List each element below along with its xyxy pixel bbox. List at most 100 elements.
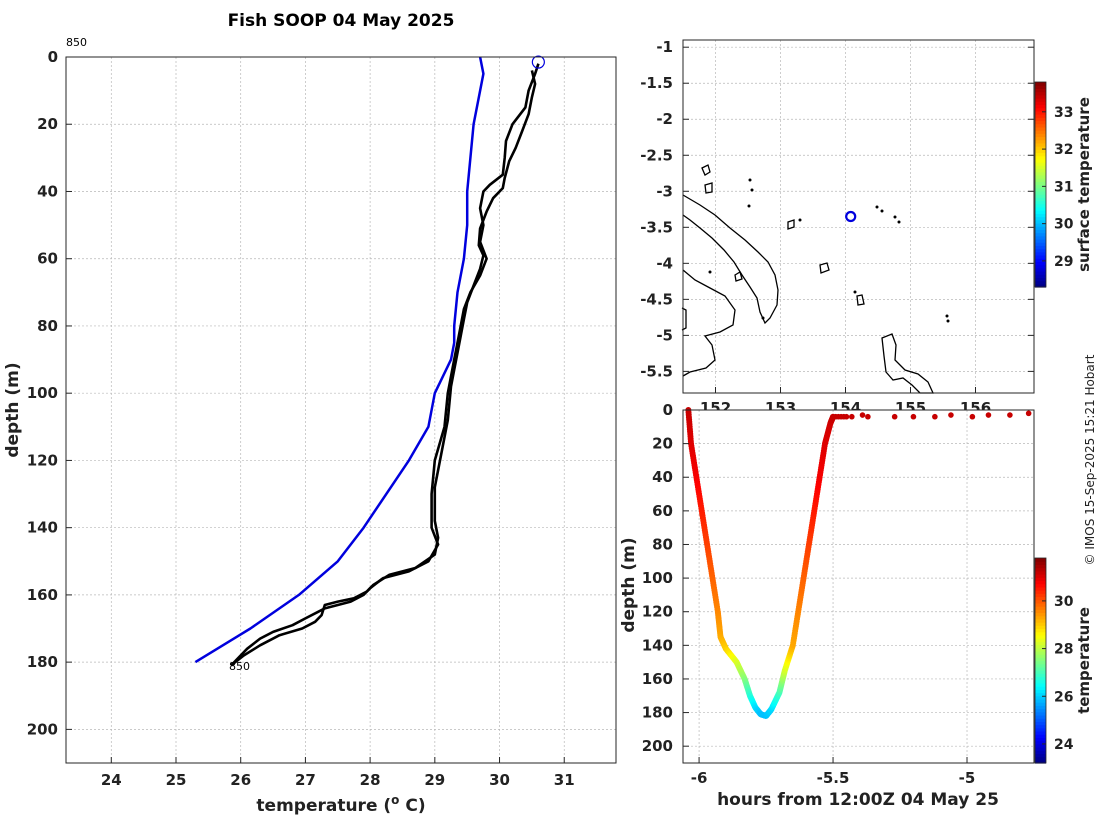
y-tick-label: 0 [48, 48, 58, 66]
islet [750, 188, 754, 192]
colorbar-tick-label: 31 [1054, 179, 1073, 195]
colorbar-segment [1035, 634, 1046, 639]
y-tick-label: 40 [37, 182, 58, 200]
y-tick-label: 20 [37, 115, 58, 133]
track-y-tick-label: 200 [642, 737, 673, 755]
map-y-tick-label: -3 [656, 182, 673, 200]
islet [853, 290, 857, 294]
colorbar-segment [1035, 258, 1046, 262]
coastline-island-g [681, 307, 687, 331]
y-tick-label: 60 [37, 250, 58, 268]
colorbar-segment [1035, 638, 1046, 642]
colorbar-segment [1035, 184, 1046, 189]
track-points [685, 407, 1032, 719]
map-y-tick-label: -2.5 [640, 146, 673, 164]
coastline-island-d [787, 219, 795, 230]
colorbar-segment [1035, 178, 1046, 182]
surface-point [891, 413, 898, 420]
colorbar-segment [1035, 654, 1046, 658]
colorbar-segment [1035, 689, 1046, 694]
colorbar-segment [1035, 759, 1046, 764]
colorbar-segment [1035, 756, 1046, 761]
colorbar-segment [1035, 226, 1046, 230]
colorbar-tick-label: 30 [1054, 217, 1074, 233]
surface-point [865, 413, 871, 420]
colorbar-segment [1035, 657, 1046, 662]
islet [946, 319, 950, 323]
colorbar-segment [1035, 743, 1046, 748]
series-climatology [194, 56, 485, 664]
profile-panel: Fish SOOP 04 May 2025 24 25 26 27 28 29 30 3102… [3, 11, 617, 816]
colorbar-segment [1035, 641, 1046, 646]
colorbar-segment [1035, 146, 1046, 150]
colorbar-segment [1035, 203, 1046, 208]
colorbar-segment [1035, 686, 1046, 690]
colorbar-segment [1035, 210, 1046, 214]
map-coastlines [681, 164, 935, 394]
profile-x-label: temperature (o C) [256, 793, 425, 816]
islet [761, 316, 765, 320]
y-tick-label: 120 [27, 451, 58, 469]
colorbar-segment [1035, 94, 1046, 99]
colorbar-segment [1035, 660, 1046, 665]
coastline-new-ireland [682, 194, 779, 325]
track-y-label: depth (m) [619, 537, 639, 632]
track-ticks: -6 -5.5 -5 0 20 40 60 80 100 120 140 160 180 200 [642, 401, 976, 787]
colorbar-segment [1035, 162, 1046, 166]
colorbar-segment [1035, 561, 1046, 566]
colorbar-label: temperature [1075, 607, 1093, 714]
colorbar-segment [1035, 242, 1046, 246]
y-tick-label: 160 [27, 586, 58, 604]
colorbar-segment [1035, 609, 1046, 614]
map-y-tick-label: -2 [656, 110, 673, 128]
colorbar-frame [1034, 81, 1047, 288]
colorbar-segment [1035, 245, 1046, 250]
surface-point [859, 412, 866, 418]
y-tick-label: 100 [27, 384, 58, 402]
x-tick-label: 25 [166, 771, 187, 789]
map-y-tick-label: -4 [656, 254, 673, 272]
credit-text: © IMOS 15-Sep-2025 15:21 Hobart [1083, 354, 1097, 565]
colorbar-segment [1035, 101, 1046, 106]
colorbar-segment [1035, 110, 1046, 115]
colorbar-label: surface temperature [1075, 97, 1093, 272]
colorbar-segment [1035, 261, 1046, 266]
coastline-island-c [734, 271, 743, 282]
colorbar-segment [1035, 714, 1046, 719]
x-tick-label: 29 [424, 771, 445, 789]
colorbar-segment [1035, 650, 1046, 655]
location-marker [845, 210, 857, 223]
colorbar-segment [1035, 746, 1046, 751]
islet [875, 205, 879, 209]
colorbar-segment [1035, 721, 1046, 726]
track-y-tick-label: 20 [652, 435, 673, 453]
colorbar-segment [1035, 270, 1046, 275]
colorbar-segment [1035, 577, 1046, 582]
colorbar-tick-label: 32 [1054, 142, 1073, 158]
colorbar-segment [1035, 599, 1046, 604]
colorbar-segment [1035, 625, 1046, 630]
colorbar-segment [1035, 730, 1046, 735]
colorbar-segment [1035, 277, 1046, 282]
profile-annotation-top: 850 [66, 36, 87, 49]
colorbar-tick-label: 28 [1054, 642, 1073, 658]
colorbar-segment [1035, 663, 1046, 668]
coastline-island-f [856, 294, 865, 306]
y-tick-label: 200 [27, 720, 58, 738]
colorbar-segment [1035, 612, 1046, 617]
colorbar-segment [1035, 232, 1046, 237]
islet [945, 314, 949, 318]
colorbar-segment [1035, 267, 1046, 272]
coastline-new-britain [682, 269, 736, 377]
colorbar-segment [1035, 85, 1046, 90]
y-tick-label: 80 [37, 317, 58, 335]
map-y-tick-label: -1 [656, 38, 673, 56]
track-y-tick-label: 40 [652, 468, 673, 486]
colorbar-segment [1035, 673, 1046, 678]
y-tick-label: 140 [27, 519, 58, 537]
colorbar-segment [1035, 219, 1046, 224]
colorbar-segment [1035, 580, 1046, 585]
map-grid [683, 40, 1034, 393]
colorbar-segment [1035, 120, 1046, 125]
